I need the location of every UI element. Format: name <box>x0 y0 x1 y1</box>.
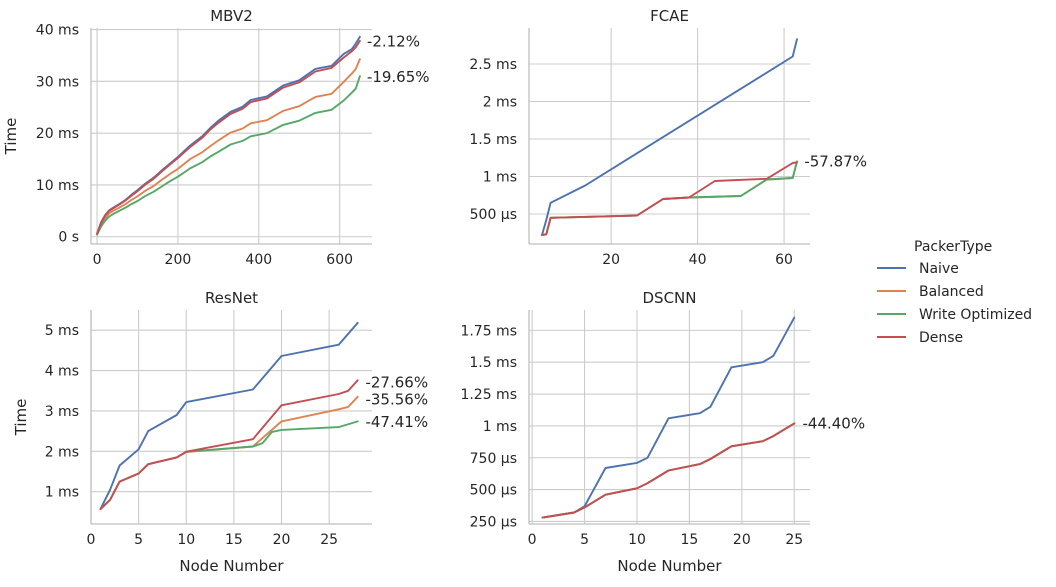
panel-mbv2: 0 200 400 600 0 s 10 ms 20 ms 30 ms 40 ms MBV2 Tim… <box>2 7 430 268</box>
x-tick-label: 40 <box>689 252 707 268</box>
y-axis-label: Time <box>12 399 30 437</box>
x-tick-label: 20 <box>733 532 751 548</box>
annotation-label: -44.40% <box>803 414 866 432</box>
x-tick-label: 0 <box>528 532 537 548</box>
y-tick-label: 0 s <box>58 230 79 246</box>
y-tick-label: 500 µs <box>470 207 517 223</box>
x-tick-label: 20 <box>602 252 620 268</box>
x-tick-label: 0 <box>93 252 102 268</box>
x-tick-label: 600 <box>326 252 353 268</box>
x-tick-label: 10 <box>628 532 646 548</box>
panel-resnet: 0 5 10 15 20 25 1 ms 2 ms 3 ms 4 ms 5 ms ResNet Node… <box>12 289 428 575</box>
series-line-balanced <box>96 58 361 236</box>
panel-fcae: 20 40 60 500 µs 1 ms 1.5 ms 2 ms 2.5 ms FCAE -57.… <box>469 7 867 268</box>
x-tick-label: 0 <box>87 532 96 548</box>
legend-label: Write Optimized <box>919 307 1032 323</box>
y-tick-label: 2.5 ms <box>469 57 517 73</box>
y-tick-label: 2 ms <box>45 444 79 460</box>
x-tick-label: 20 <box>273 532 291 548</box>
panel-title: ResNet <box>205 289 258 307</box>
x-tick-label: 25 <box>785 532 803 548</box>
y-tick-label: 1.25 ms <box>460 387 517 403</box>
series-line-dense <box>96 39 361 235</box>
legend-item: Dense <box>877 330 963 346</box>
annotation-label: -2.12% <box>367 32 420 50</box>
y-tick-label: 5 ms <box>45 323 79 339</box>
y-tick-label: 1.5 ms <box>469 355 517 371</box>
y-tick-label: 40 ms <box>36 23 79 39</box>
x-tick-label: 10 <box>177 532 195 548</box>
legend-label: Dense <box>919 330 963 346</box>
legend-item: Balanced <box>877 284 984 300</box>
y-axis-label: Time <box>2 118 20 156</box>
y-tick-label: 750 µs <box>470 451 517 467</box>
x-tick-label: 400 <box>245 252 272 268</box>
y-tick-label: 3 ms <box>45 404 79 420</box>
x-tick-label: 200 <box>165 252 192 268</box>
series-line-naive <box>541 316 796 519</box>
y-tick-label: 1 ms <box>483 419 517 435</box>
x-axis-label: Node Number <box>179 557 284 575</box>
legend-item: Write Optimized <box>877 307 1032 323</box>
y-tick-label: 30 ms <box>36 74 79 90</box>
y-tick-label: 10 ms <box>36 178 79 194</box>
annotation-label: -57.87% <box>804 153 867 171</box>
y-tick-label: 250 µs <box>470 514 517 530</box>
series-line-naive <box>541 38 798 236</box>
y-tick-label: 500 µs <box>470 483 517 499</box>
y-tick-label: 20 ms <box>36 126 79 142</box>
annotation-label: -47.41% <box>365 413 428 431</box>
x-tick-label: 60 <box>775 252 793 268</box>
annotation-label: -35.56% <box>365 391 428 409</box>
legend-item: Naive <box>877 261 959 277</box>
x-tick-label: 15 <box>225 532 243 548</box>
y-tick-label: 1.75 ms <box>460 323 517 339</box>
panel-title: DSCNN <box>643 289 697 307</box>
x-axis-label: Node Number <box>617 557 722 575</box>
legend-label: Naive <box>919 261 959 277</box>
panel-title: MBV2 <box>210 7 253 25</box>
x-tick-label: 25 <box>320 532 338 548</box>
y-tick-label: 1 ms <box>483 170 517 186</box>
x-tick-label: 5 <box>134 532 143 548</box>
y-tick-label: 1 ms <box>45 485 79 501</box>
legend-title: PackerType <box>914 239 992 255</box>
x-tick-label: 5 <box>580 532 589 548</box>
y-tick-label: 1.5 ms <box>469 132 517 148</box>
y-tick-label: 4 ms <box>45 364 79 380</box>
series-line-dense <box>541 422 796 519</box>
series-line-dense <box>99 379 359 511</box>
series-line-dense <box>541 161 798 236</box>
legend: PackerType Naive Balanced Write Optimized D… <box>877 239 1032 346</box>
panel-title: FCAE <box>650 7 689 25</box>
panel-dscnn: 0 5 10 15 20 25 250 µs 500 µs 750 µs 1 ms 1.25 ms 1… <box>460 289 865 575</box>
annotation-label: -27.66% <box>365 374 428 392</box>
legend-label: Balanced <box>919 284 984 300</box>
series-line-naive <box>96 35 361 235</box>
series-line-write-optimized <box>96 75 361 236</box>
series-line-naive <box>99 321 359 511</box>
annotation-label: -19.65% <box>367 68 430 86</box>
y-tick-label: 2 ms <box>483 95 517 111</box>
x-tick-label: 15 <box>681 532 699 548</box>
